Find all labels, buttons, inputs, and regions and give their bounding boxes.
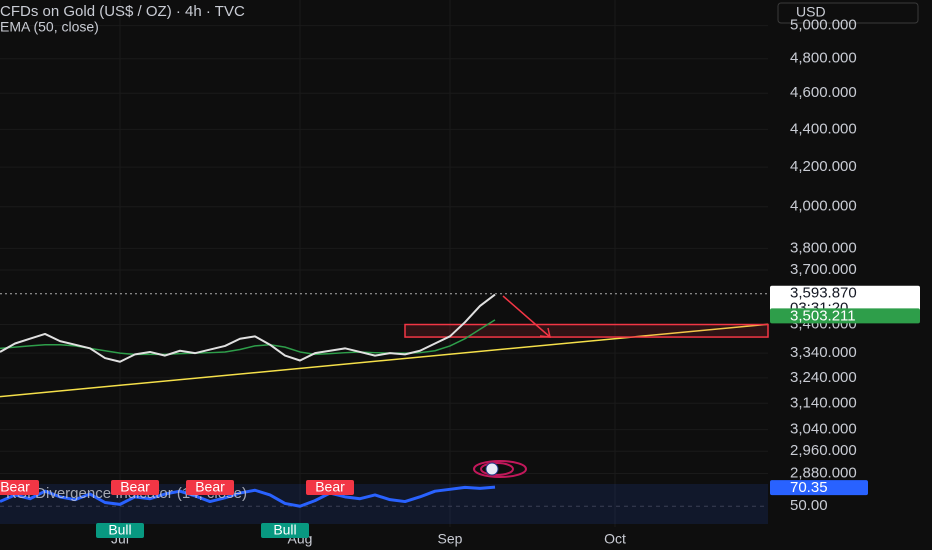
signal-box: [96, 523, 144, 538]
flag-icon[interactable]: [485, 462, 499, 476]
y-tick-label: 4,400.000: [790, 120, 857, 137]
arrow: [502, 295, 551, 338]
event-ring[interactable]: [480, 462, 514, 476]
plot: [0, 293, 769, 508]
last-price-label: 3,593.870: [790, 285, 857, 302]
y-tick-label: 3,340.000: [790, 344, 857, 361]
ema-price-label: 3,503.211: [790, 307, 856, 324]
signal-box: [186, 480, 234, 495]
signal-box: [306, 480, 354, 495]
y-tick-label: 4,800.000: [790, 50, 857, 67]
x-tick-label: Oct: [604, 531, 626, 547]
chart-title: CFDs on Gold (US$ / OZ) · 4h · TVC: [0, 3, 245, 20]
rsi-tick-label: 50.00: [790, 497, 828, 514]
ema-price-box: [770, 308, 920, 324]
event-icon: [473, 460, 527, 478]
y-tick-label: 3,040.000: [790, 421, 857, 438]
grid: [0, 0, 768, 527]
signal-label: Bear: [120, 479, 150, 495]
signal-label: Bull: [108, 522, 131, 538]
signal-box: [261, 523, 309, 538]
x-tick-label: Sep: [438, 531, 463, 547]
y-tick-label: 3,800.000: [790, 239, 857, 256]
y-tick-label: 4,600.000: [790, 84, 857, 101]
signal-label: Bear: [315, 479, 345, 495]
event-ring: [473, 460, 527, 478]
arrow-head: [539, 327, 551, 338]
signal-box: [111, 480, 159, 495]
rsi-line: [0, 485, 496, 508]
signal-label: Bull: [273, 522, 296, 538]
signal-box: [0, 480, 39, 495]
y-tick-label: 4,000.000: [790, 198, 857, 215]
y-tick-label: 5,000.000: [790, 17, 857, 34]
signal-label: Bear: [195, 479, 225, 495]
y-tick-label: 3,240.000: [790, 369, 857, 386]
price-line: [0, 293, 496, 363]
y-tick-label: 4,200.000: [790, 158, 857, 175]
signal-label: Bear: [0, 479, 30, 495]
y-tick-label: 3,700.000: [790, 261, 857, 278]
y-tick-label: 2,880.000: [790, 464, 857, 481]
currency-button[interactable]: [777, 2, 919, 24]
rsi-last-label: 70.35: [790, 479, 828, 496]
y-tick-label: 2,960.000: [790, 442, 857, 459]
rsi-last-box: [770, 480, 868, 496]
zone: [404, 323, 769, 338]
y-tick-label: 3,140.000: [790, 394, 857, 411]
currency-label[interactable]: USD: [796, 4, 826, 20]
indicator-label: EMA (50, close): [0, 19, 99, 35]
